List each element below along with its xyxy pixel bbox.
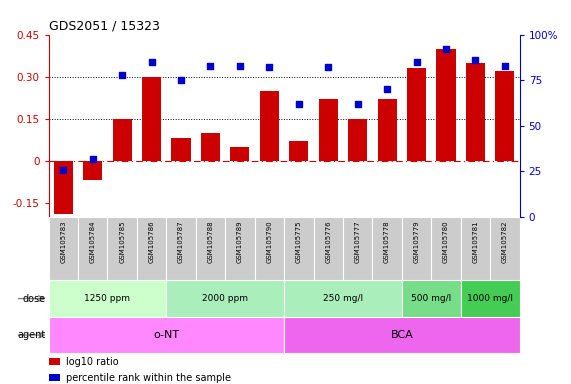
Bar (49, 317, 284, 353)
Point (471, 57, 480, 63)
Bar (225, 217, 255, 280)
Text: GSM105782: GSM105782 (502, 220, 508, 263)
Bar (490, 217, 520, 280)
Bar (461, 280, 520, 317)
Text: GSM105776: GSM105776 (325, 220, 331, 263)
Text: agent: agent (18, 330, 46, 340)
Point (265, 65, 274, 71)
Bar (284, 217, 313, 280)
Point (500, 63, 509, 69)
Bar (196, 217, 225, 280)
Text: GSM105778: GSM105778 (384, 220, 390, 263)
Text: GSM105783: GSM105783 (61, 220, 66, 263)
Text: GSM105781: GSM105781 (472, 220, 478, 263)
Bar (78, 217, 107, 280)
Bar (466, 63, 485, 161)
Text: 500 mg/l: 500 mg/l (411, 294, 452, 303)
Bar (348, 119, 367, 161)
Bar (49, 358, 61, 365)
Text: GSM105788: GSM105788 (207, 220, 214, 263)
Bar (284, 317, 520, 353)
Bar (313, 217, 343, 280)
Text: GSM105786: GSM105786 (148, 220, 155, 263)
Text: GSM105787: GSM105787 (178, 220, 184, 263)
Text: o-NT: o-NT (153, 330, 179, 340)
Bar (402, 217, 431, 280)
Point (353, 101, 362, 107)
Text: dose: dose (23, 293, 46, 304)
Bar (377, 99, 397, 161)
Bar (372, 217, 402, 280)
Point (441, 46, 451, 52)
Bar (137, 217, 166, 280)
Bar (284, 280, 402, 317)
Bar (260, 91, 279, 161)
Point (176, 77, 186, 83)
Bar (166, 217, 196, 280)
Text: GSM105790: GSM105790 (266, 220, 272, 263)
Bar (166, 280, 284, 317)
Text: 1000 mg/l: 1000 mg/l (467, 294, 513, 303)
Text: 1250 ppm: 1250 ppm (85, 294, 130, 303)
Bar (431, 217, 461, 280)
Bar (201, 133, 220, 161)
Bar (49, 217, 78, 280)
Text: 2000 ppm: 2000 ppm (202, 294, 248, 303)
Text: GDS2051 / 15323: GDS2051 / 15323 (49, 20, 159, 33)
Text: GSM105775: GSM105775 (296, 220, 302, 263)
Bar (402, 280, 461, 317)
Bar (112, 119, 132, 161)
Bar (142, 77, 161, 161)
Text: log10 ratio: log10 ratio (66, 357, 119, 367)
Point (88, 156, 97, 162)
Text: percentile rank within the sample: percentile rank within the sample (66, 373, 231, 383)
Text: GSM105779: GSM105779 (413, 220, 420, 263)
Point (59, 167, 68, 173)
Point (412, 59, 421, 65)
Bar (495, 71, 514, 161)
Bar (461, 217, 490, 280)
Bar (171, 138, 191, 161)
Bar (107, 217, 137, 280)
Bar (436, 49, 456, 161)
Text: GSM105789: GSM105789 (237, 220, 243, 263)
Bar (255, 217, 284, 280)
Bar (319, 99, 338, 161)
Bar (343, 217, 372, 280)
Point (235, 63, 244, 69)
Text: GSM105780: GSM105780 (443, 220, 449, 263)
Point (383, 86, 392, 93)
Bar (230, 147, 250, 161)
Bar (407, 68, 426, 161)
Point (324, 65, 333, 71)
Bar (83, 161, 102, 180)
Point (147, 59, 156, 65)
Bar (49, 280, 166, 317)
Bar (54, 161, 73, 214)
Text: GSM105784: GSM105784 (90, 220, 96, 263)
Point (206, 63, 215, 69)
Text: GSM105785: GSM105785 (119, 220, 125, 263)
Text: 250 mg/l: 250 mg/l (323, 294, 363, 303)
Text: GSM105777: GSM105777 (355, 220, 361, 263)
Point (294, 101, 303, 107)
Bar (289, 141, 308, 161)
Point (118, 72, 127, 78)
Text: BCA: BCA (391, 330, 413, 340)
Bar (49, 374, 61, 381)
